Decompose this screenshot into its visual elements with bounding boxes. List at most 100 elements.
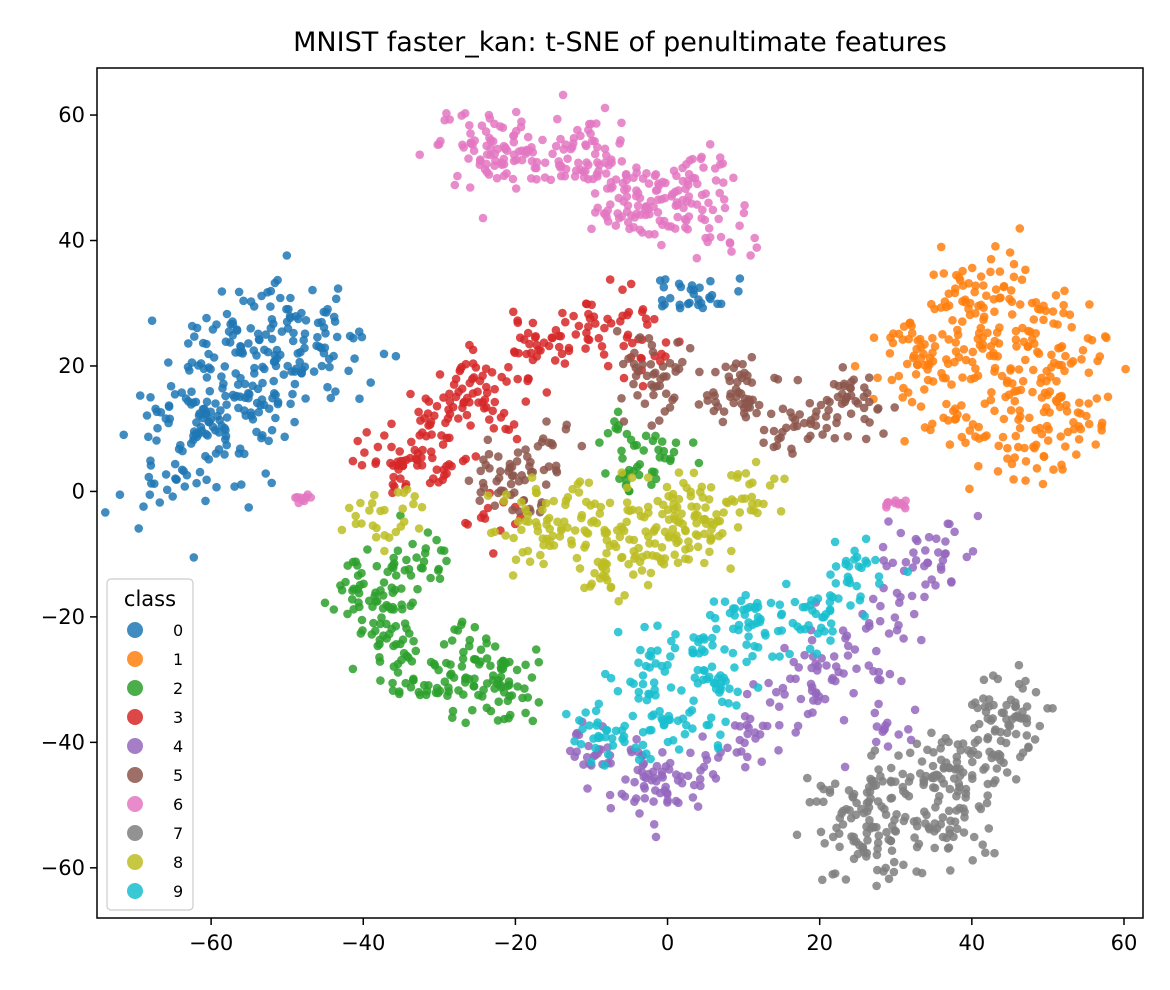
point-class-7 xyxy=(968,774,977,783)
point-class-6 xyxy=(672,198,682,207)
point-class-3 xyxy=(395,447,405,456)
point-class-6 xyxy=(499,141,509,151)
point-class-3 xyxy=(458,403,467,413)
point-class-7 xyxy=(871,781,881,790)
point-class-6 xyxy=(679,203,688,213)
point-class-7 xyxy=(991,725,1000,734)
point-class-8 xyxy=(698,493,708,502)
point-class-9 xyxy=(721,717,730,727)
point-class-6 xyxy=(623,218,633,227)
point-class-6 xyxy=(703,237,712,247)
point-class-6 xyxy=(530,163,540,173)
point-class-2 xyxy=(531,645,541,654)
point-class-8 xyxy=(723,498,732,508)
point-class-4 xyxy=(940,549,950,559)
point-class-8 xyxy=(595,574,605,583)
point-class-9 xyxy=(785,649,794,659)
point-class-3 xyxy=(373,442,383,452)
point-class-1 xyxy=(885,349,895,358)
point-class-4 xyxy=(702,755,712,764)
point-class-6 xyxy=(508,174,518,184)
point-class-7 xyxy=(855,840,864,850)
point-class-0 xyxy=(735,274,745,283)
point-class-0 xyxy=(277,327,287,336)
point-class-1 xyxy=(920,423,930,432)
y-tick-label: 0 xyxy=(72,479,85,503)
point-class-7 xyxy=(955,803,964,813)
point-class-7 xyxy=(983,779,993,789)
point-class-7 xyxy=(1011,698,1020,707)
point-class-6 xyxy=(606,178,616,187)
point-class-6 xyxy=(604,160,613,170)
point-class-8 xyxy=(538,505,547,515)
point-class-4 xyxy=(640,794,650,803)
point-class-9 xyxy=(690,673,700,682)
point-class-7 xyxy=(886,763,896,773)
point-class-7 xyxy=(973,703,982,713)
point-class-3 xyxy=(451,374,461,384)
point-class-5 xyxy=(847,377,856,387)
point-class-0 xyxy=(217,287,227,296)
legend-label-5: 5 xyxy=(173,766,183,785)
point-class-7 xyxy=(865,815,874,825)
point-class-1 xyxy=(1010,396,1020,406)
point-class-6 xyxy=(684,192,694,201)
point-class-2 xyxy=(595,438,604,447)
point-class-5 xyxy=(718,417,728,427)
point-class-4 xyxy=(875,616,885,626)
point-class-8 xyxy=(692,502,701,512)
point-class-8 xyxy=(531,518,541,527)
point-class-3 xyxy=(626,279,636,289)
point-class-0 xyxy=(101,508,110,517)
point-class-3 xyxy=(443,414,453,423)
point-class-1 xyxy=(995,267,1005,276)
point-class-2 xyxy=(461,718,471,728)
point-class-8 xyxy=(668,493,677,503)
point-class-6 xyxy=(464,154,473,163)
point-class-3 xyxy=(380,431,389,440)
point-class-1 xyxy=(1067,322,1076,332)
point-class-2 xyxy=(486,661,495,670)
point-class-0 xyxy=(293,349,303,358)
point-class-6 xyxy=(490,149,500,159)
point-class-2 xyxy=(363,545,372,554)
point-class-3 xyxy=(394,465,403,474)
point-class-5 xyxy=(800,418,809,428)
point-class-1 xyxy=(986,254,996,264)
point-class-2 xyxy=(448,713,457,722)
point-class-1 xyxy=(1048,307,1058,316)
point-class-6 xyxy=(705,140,715,149)
point-class-6 xyxy=(567,142,577,152)
point-class-1 xyxy=(916,353,926,363)
point-class-1 xyxy=(869,333,879,343)
point-class-4 xyxy=(838,626,848,635)
point-class-2 xyxy=(411,646,421,656)
point-class-7 xyxy=(933,771,943,780)
point-class-0 xyxy=(354,327,364,337)
point-class-0 xyxy=(205,386,215,396)
point-class-1 xyxy=(1057,391,1066,401)
point-class-7 xyxy=(848,793,858,802)
point-class-3 xyxy=(561,317,570,327)
point-class-8 xyxy=(680,525,690,535)
point-class-8 xyxy=(508,571,518,580)
point-class-5 xyxy=(629,359,639,369)
point-class-5 xyxy=(509,471,518,480)
point-class-8 xyxy=(643,502,653,512)
point-class-1 xyxy=(1009,272,1019,282)
point-class-6 xyxy=(611,221,621,230)
point-class-7 xyxy=(1035,721,1045,731)
point-class-2 xyxy=(458,654,468,664)
point-class-4 xyxy=(741,762,750,772)
point-class-6 xyxy=(632,163,641,172)
point-class-3 xyxy=(504,425,514,435)
point-class-4 xyxy=(831,662,841,671)
point-class-8 xyxy=(700,514,710,524)
point-class-7 xyxy=(1001,738,1011,748)
point-class-4 xyxy=(962,552,972,562)
point-class-7 xyxy=(981,763,990,772)
point-class-6 xyxy=(569,133,579,143)
point-class-7 xyxy=(981,848,990,857)
point-class-2 xyxy=(435,574,445,583)
legend-marker-3 xyxy=(127,709,143,725)
